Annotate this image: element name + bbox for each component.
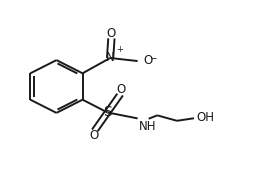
- Text: N: N: [106, 52, 114, 65]
- Text: OH: OH: [196, 111, 214, 124]
- Text: −: −: [149, 53, 157, 62]
- Text: NH: NH: [139, 120, 156, 133]
- Text: O: O: [107, 27, 116, 40]
- Text: S: S: [103, 106, 112, 120]
- Text: +: +: [116, 45, 123, 54]
- Text: O: O: [89, 129, 98, 142]
- Text: O: O: [143, 54, 153, 67]
- Text: O: O: [117, 83, 126, 96]
